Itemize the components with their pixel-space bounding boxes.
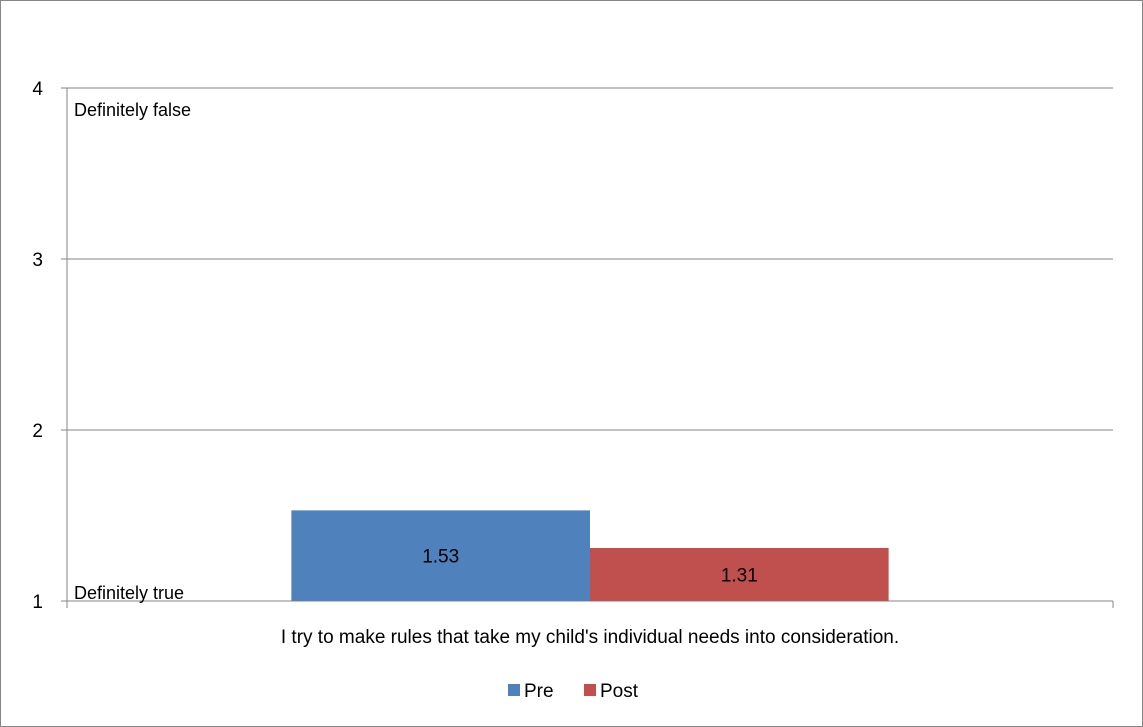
data-label-post: 1.31 <box>721 565 758 586</box>
legend-swatch-post <box>584 684 596 696</box>
legend-label-pre: Pre <box>524 681 554 702</box>
labels: 1 2 3 4 1.53 1.31 Definitely false Definitely t… <box>32 79 899 648</box>
legend: Pre Post <box>508 681 639 702</box>
bars <box>291 510 889 601</box>
data-label-pre: 1.53 <box>422 547 459 568</box>
gridlines <box>61 87 1113 431</box>
legend-swatch-pre <box>508 684 520 696</box>
bar-post <box>590 547 889 601</box>
legend-label-post: Post <box>600 681 639 702</box>
y-tick-label: 3 <box>32 250 43 271</box>
annotation-bottom: Definitely true <box>74 583 184 603</box>
y-tick-label: 1 <box>32 592 43 613</box>
bar-pre <box>291 510 590 601</box>
y-tick-label: 4 <box>32 79 43 100</box>
annotation-top: Definitely false <box>74 100 191 120</box>
x-category-label: I try to make rules that take my child's… <box>281 627 899 648</box>
y-tick-label: 2 <box>32 421 43 442</box>
